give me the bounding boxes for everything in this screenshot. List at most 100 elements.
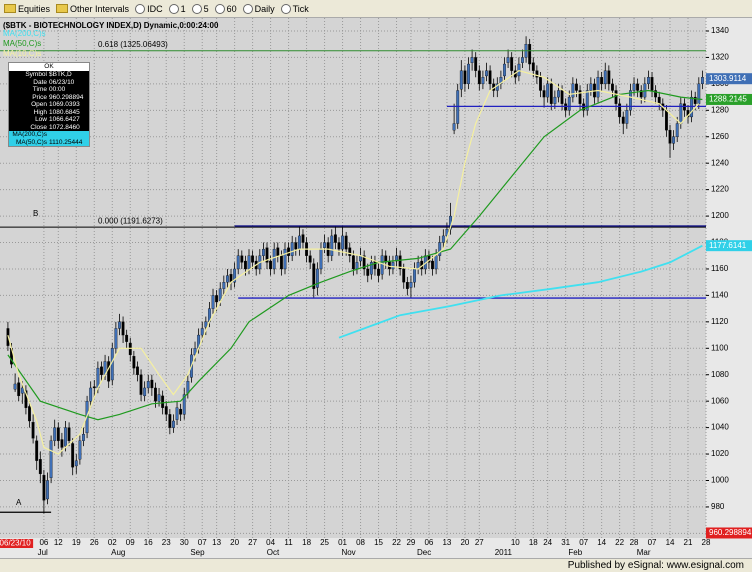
toolbar-item[interactable]: Tick: [280, 3, 309, 14]
x-month-label: Oct: [267, 548, 280, 557]
x-tick-label: 30: [180, 538, 189, 547]
candle-body: [431, 260, 434, 270]
legend-entry: MA(10,C)s: [3, 49, 41, 58]
y-tick-label: 1160: [711, 264, 729, 273]
candle-body: [603, 70, 607, 85]
candle-body: [625, 110, 629, 124]
candle-body: [179, 408, 183, 415]
candle-body: [136, 366, 139, 375]
candle-body: [675, 123, 679, 137]
candle-body: [283, 248, 287, 270]
candle-body: [125, 334, 129, 342]
toolbar-item[interactable]: IDC: [135, 3, 163, 14]
candle-body: [247, 255, 251, 270]
candle-body: [380, 255, 384, 275]
candle-body: [409, 282, 413, 288]
x-tick-label: 20: [460, 538, 469, 547]
candle-body: [312, 263, 316, 289]
info-cell: Time: [32, 86, 47, 93]
info-row: MA(200,C)s: [9, 131, 89, 139]
candle-body: [470, 57, 474, 63]
info-row: Price 960.298894: [9, 94, 89, 102]
candle-body: [575, 83, 578, 91]
candle-body: [672, 136, 676, 144]
toolbar-item[interactable]: Equities: [4, 4, 50, 14]
candle-body: [528, 44, 532, 65]
candle-body: [557, 90, 560, 98]
price-label-box: [706, 527, 752, 539]
candle-body: [657, 96, 661, 104]
candle-body: [31, 422, 35, 439]
candle-body: [459, 70, 463, 90]
candle-body: [467, 63, 470, 85]
price-label: 960.298894: [709, 528, 752, 537]
candle-body: [503, 63, 506, 77]
info-row: Time 00:00: [9, 86, 89, 94]
candle-body: [578, 90, 582, 104]
info-row: Open 1069.0393: [9, 101, 89, 109]
x-month-label: Feb: [568, 548, 582, 557]
candle-body: [589, 83, 593, 91]
info-cell: Date: [33, 78, 47, 86]
candle-body: [290, 242, 294, 256]
annotation: A: [16, 498, 22, 507]
x-tick-label: 13: [212, 538, 221, 547]
x-tick-label: 07: [579, 538, 588, 547]
x-tick-label: 18: [529, 538, 538, 547]
y-tick-label: 1240: [711, 158, 729, 167]
candle-body: [114, 328, 118, 349]
candle-body: [582, 103, 586, 111]
candle-body: [17, 382, 21, 397]
toolbar-item[interactable]: 1: [168, 3, 186, 14]
candle-body: [549, 83, 553, 104]
candle-body: [251, 255, 255, 263]
candle-body: [13, 383, 17, 390]
plot-background: [0, 18, 706, 538]
candle-body: [60, 439, 64, 448]
candle-body: [279, 255, 283, 270]
toolbar-item[interactable]: 5: [191, 3, 209, 14]
candle-body: [607, 70, 611, 85]
candle-body: [456, 90, 460, 124]
toolbar-item[interactable]: Other Intervals: [56, 4, 129, 14]
x-tick-label: 29: [406, 538, 415, 547]
toolbar-item[interactable]: Daily: [242, 3, 275, 14]
info-cell: 06/23/10: [49, 78, 75, 86]
candle-body: [168, 414, 172, 428]
info-header: OK: [9, 63, 89, 71]
chart-title: ($BTK - BIOTECHNOLOGY INDEX,D) Dynamic,0…: [3, 21, 219, 30]
candle-body: [89, 387, 93, 402]
info-cell: Price: [32, 93, 47, 101]
candle-body: [157, 394, 161, 402]
candle-body: [200, 328, 204, 336]
x-tick-label: 22: [615, 538, 624, 547]
candle-body: [49, 440, 53, 478]
candle-body: [276, 247, 280, 256]
candle-body: [481, 77, 485, 85]
candle-body: [38, 459, 42, 475]
candle-body: [193, 348, 197, 356]
candle-body: [499, 77, 503, 85]
info-cell: MA(50,C)s: [15, 138, 47, 146]
candle-body: [344, 235, 348, 250]
info-cell: MA(200,C)s: [12, 131, 47, 138]
candle-body: [143, 387, 147, 397]
toolbar-item[interactable]: 60: [214, 3, 237, 14]
info-cell: 1066.6427: [49, 116, 80, 123]
candle-body: [42, 475, 46, 501]
x-month-label: Sep: [190, 548, 205, 557]
candle-body: [323, 242, 326, 248]
candle-body: [297, 235, 301, 250]
candle-body: [150, 379, 154, 389]
candle-body: [118, 321, 121, 329]
x-month-label: Aug: [111, 548, 125, 557]
candle-body: [301, 234, 305, 243]
candle-body: [269, 260, 273, 270]
candle-body: [495, 83, 499, 91]
candle-body: [96, 367, 100, 389]
info-cell: 1080.6845: [49, 108, 80, 116]
candle-body: [690, 96, 694, 118]
x-tick-label: 07: [198, 538, 207, 547]
candle-body: [100, 366, 103, 375]
info-row: Date 06/23/10: [9, 79, 89, 87]
